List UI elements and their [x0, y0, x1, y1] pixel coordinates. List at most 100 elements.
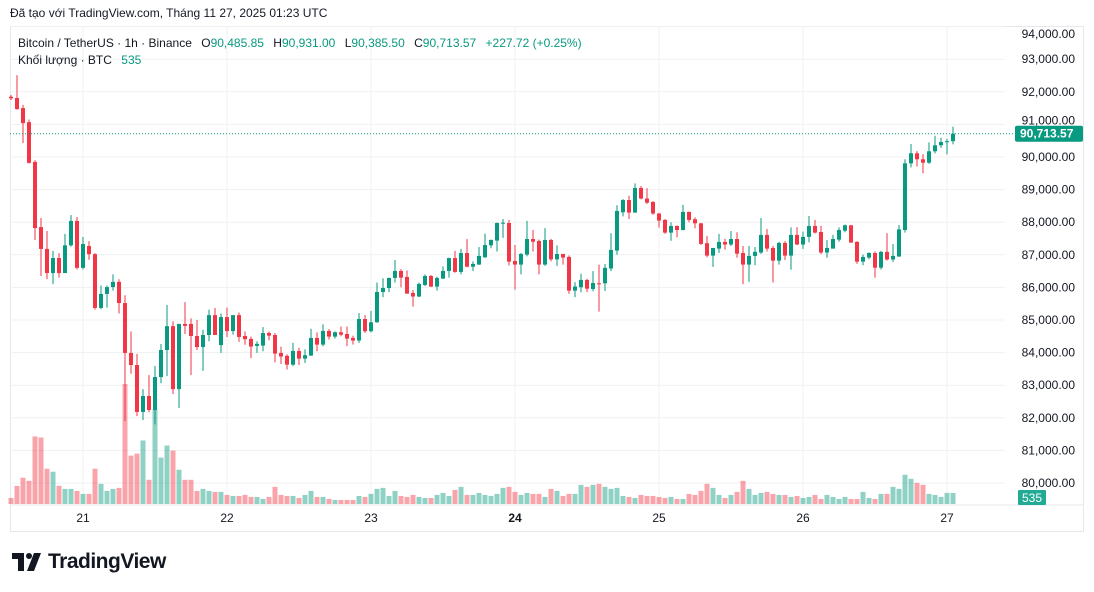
candle[interactable] — [705, 235, 709, 258]
candle[interactable] — [213, 307, 217, 335]
candle[interactable] — [489, 239, 493, 249]
candle[interactable] — [555, 245, 559, 266]
candle[interactable] — [507, 219, 511, 266]
candle[interactable] — [231, 315, 235, 335]
candle[interactable] — [57, 253, 61, 278]
candle[interactable] — [477, 246, 481, 265]
candle[interactable] — [531, 230, 535, 252]
candle[interactable] — [717, 233, 721, 253]
candle[interactable] — [627, 195, 631, 219]
candle[interactable] — [795, 227, 799, 246]
candle[interactable] — [183, 302, 187, 335]
candle[interactable] — [237, 312, 241, 342]
candle[interactable] — [663, 218, 667, 234]
candle[interactable] — [381, 278, 385, 298]
candle[interactable] — [903, 159, 907, 233]
candle[interactable] — [75, 216, 79, 270]
candle[interactable] — [171, 321, 175, 395]
candle[interactable] — [99, 285, 103, 310]
candle[interactable] — [255, 341, 259, 353]
candle[interactable] — [165, 305, 169, 377]
candle[interactable] — [807, 216, 811, 243]
candle[interactable] — [633, 183, 637, 213]
tradingview-logo[interactable]: TradingView — [12, 550, 166, 574]
candle[interactable] — [483, 233, 487, 259]
candle[interactable] — [951, 126, 955, 145]
candle[interactable] — [15, 75, 19, 110]
candle[interactable] — [561, 253, 565, 265]
candle[interactable] — [837, 227, 841, 242]
candle[interactable] — [945, 138, 949, 155]
candle[interactable] — [915, 151, 919, 167]
candle[interactable] — [813, 219, 817, 234]
candle[interactable] — [927, 142, 931, 164]
candle[interactable] — [825, 240, 829, 258]
candle[interactable] — [777, 241, 781, 265]
candle[interactable] — [393, 260, 397, 283]
candle[interactable] — [69, 215, 73, 247]
candle[interactable] — [243, 331, 247, 345]
candle[interactable] — [153, 365, 157, 425]
candle[interactable] — [219, 313, 223, 353]
candle[interactable] — [771, 245, 775, 283]
candle[interactable] — [597, 264, 601, 312]
candle[interactable] — [249, 336, 253, 359]
candle[interactable] — [447, 257, 451, 278]
candle[interactable] — [357, 313, 361, 343]
candle[interactable] — [609, 233, 613, 272]
candle[interactable] — [657, 212, 661, 228]
candle[interactable] — [339, 326, 343, 337]
candle[interactable] — [573, 282, 577, 298]
candle[interactable] — [111, 274, 115, 291]
candle[interactable] — [279, 346, 283, 365]
candle[interactable] — [921, 154, 925, 174]
candle[interactable] — [687, 211, 691, 223]
candle[interactable] — [81, 236, 85, 270]
candle[interactable] — [525, 220, 529, 257]
candle[interactable] — [735, 232, 739, 258]
candle[interactable] — [147, 375, 151, 413]
candle[interactable] — [591, 271, 595, 292]
candle[interactable] — [891, 244, 895, 262]
candle[interactable] — [849, 225, 853, 243]
candle[interactable] — [513, 245, 517, 290]
candle[interactable] — [621, 199, 625, 217]
candle[interactable] — [417, 282, 421, 298]
symbol-title[interactable]: Bitcoin / TetherUS · 1h · Binance — [18, 36, 192, 50]
candle[interactable] — [681, 204, 685, 231]
candle[interactable] — [327, 329, 331, 340]
candle[interactable] — [201, 329, 205, 371]
candle[interactable] — [309, 328, 313, 356]
candle[interactable] — [195, 320, 199, 350]
candle[interactable] — [429, 275, 433, 288]
candle[interactable] — [405, 270, 409, 294]
candle[interactable] — [351, 335, 355, 345]
candle[interactable] — [615, 205, 619, 255]
candle[interactable] — [63, 233, 67, 274]
candle[interactable] — [117, 279, 121, 314]
candle[interactable] — [843, 224, 847, 233]
candle[interactable] — [897, 225, 901, 257]
candle[interactable] — [873, 251, 877, 278]
candle[interactable] — [333, 331, 337, 339]
candle[interactable] — [369, 310, 373, 333]
candle[interactable] — [567, 255, 571, 294]
candle[interactable] — [753, 246, 757, 266]
candle[interactable] — [885, 233, 889, 261]
candle[interactable] — [801, 231, 805, 249]
candle[interactable] — [39, 217, 43, 276]
candle[interactable] — [939, 137, 943, 148]
candle[interactable] — [723, 238, 727, 250]
candle[interactable] — [129, 331, 133, 374]
candle[interactable] — [543, 228, 547, 266]
candle[interactable] — [867, 252, 871, 260]
candle[interactable] — [411, 290, 415, 307]
candle[interactable] — [225, 307, 229, 337]
candle[interactable] — [363, 315, 367, 334]
candle[interactable] — [765, 229, 769, 252]
candle[interactable] — [387, 277, 391, 293]
candle[interactable] — [159, 344, 163, 384]
candle[interactable] — [819, 225, 823, 255]
candle[interactable] — [345, 326, 349, 347]
